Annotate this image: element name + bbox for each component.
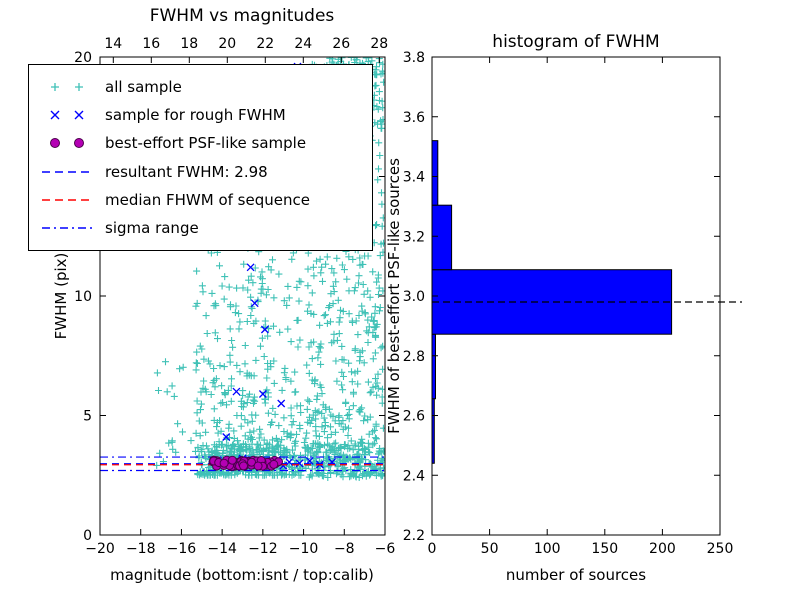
left-ticks: −20−18−16−14−12−10−8−6051015201416182022… [74, 36, 395, 557]
tick-label: 2.4 [403, 468, 425, 484]
tick-label: 26 [332, 36, 350, 52]
legend-entry: sigma range [39, 215, 362, 242]
legend-label: resultant FWHM: 2.98 [105, 162, 268, 181]
hist-bar [432, 140, 439, 206]
tick-label: −8 [334, 541, 355, 557]
tick-label: −16 [167, 541, 197, 557]
tick-label: 5 [83, 409, 92, 425]
tick-label: 20 [74, 50, 92, 66]
tick-label: 10 [74, 289, 92, 305]
right-ylabel: FWHM of best-effort PSF-like sources [385, 158, 403, 434]
plus-swatch-icon [51, 82, 83, 91]
psf-sample-point [269, 459, 279, 469]
tick-label: 3.4 [403, 170, 425, 186]
tick-label: 250 [707, 541, 734, 557]
left-ylabel: FWHM (pix) [52, 252, 70, 340]
left-xlabel: magnitude (bottom:isnt / top:calib) [110, 566, 374, 584]
tick-label: 2.8 [403, 349, 425, 365]
tick-label: 0 [428, 541, 437, 557]
tick-label: 3.2 [403, 229, 425, 245]
hist-bar [432, 204, 453, 271]
legend-box: all sample sample for rough FWHM best-effo… [28, 64, 373, 251]
right-plot-title: histogram of FWHM [492, 32, 660, 52]
psf-sample-point [247, 457, 256, 467]
tick-label: 24 [294, 36, 312, 52]
tick-label: −12 [248, 541, 278, 557]
tick-label: 20 [218, 36, 236, 52]
x-swatch-icon [50, 110, 84, 120]
dashed-swatch-icon [42, 199, 92, 201]
legend-entry: resultant FWHM: 2.98 [39, 158, 362, 185]
right-xlabel: number of sources [505, 566, 647, 584]
legend-entry: sample for rough FWHM [39, 101, 362, 128]
tick-label: 3.8 [403, 50, 425, 66]
legend-entry: median FHWM of sequence [39, 187, 362, 214]
left-plot-data [100, 57, 385, 481]
tick-label: −20 [85, 541, 115, 557]
tick-label: 16 [142, 36, 160, 52]
tick-label: 28 [370, 36, 388, 52]
tick-label: 50 [481, 541, 499, 557]
psf-sample-point [227, 455, 237, 465]
legend-label: sigma range [105, 219, 199, 238]
legend-entry: best-effort PSF-like sample [39, 130, 362, 157]
tick-label: 18 [180, 36, 198, 52]
circle-swatch-icon [50, 138, 84, 149]
tick-label: 150 [591, 541, 618, 557]
legend-label: all sample [105, 77, 182, 96]
left-plot-title: FWHM vs magnitudes [149, 6, 335, 26]
psf-sample-point [239, 461, 248, 471]
tick-label: −18 [126, 541, 156, 557]
psf-sample-point [253, 461, 263, 471]
dashed-swatch-icon [42, 170, 92, 173]
right-ticks: 0 50 100 150 200 250 2.2 2.4 2.6 2.8 3.0 3.2 3.4 3.6 3… [403, 50, 734, 557]
tick-label: 2.2 [403, 528, 425, 544]
tick-label: 22 [256, 36, 274, 52]
tick-label: 200 [649, 541, 676, 557]
legend-label: sample for rough FWHM [105, 105, 286, 124]
tick-label: −14 [207, 541, 237, 557]
histogram-bars [432, 140, 673, 464]
legend-label: best-effort PSF-like sample [105, 134, 307, 153]
psf-sample-point [219, 458, 229, 468]
tick-label: 3.6 [403, 110, 425, 126]
legend-label: median FHWM of sequence [105, 191, 310, 210]
hist-bar [432, 333, 436, 400]
tick-label: 3.0 [403, 289, 425, 305]
dashdot-swatch-icon [42, 227, 92, 230]
tick-label: 2.6 [403, 409, 425, 425]
tick-label: −6 [375, 541, 396, 557]
legend-entry: all sample [39, 73, 362, 100]
tick-label: 100 [534, 541, 561, 557]
tick-label: −10 [289, 541, 319, 557]
tick-label: 0 [83, 528, 92, 544]
tick-label: 14 [104, 36, 122, 52]
